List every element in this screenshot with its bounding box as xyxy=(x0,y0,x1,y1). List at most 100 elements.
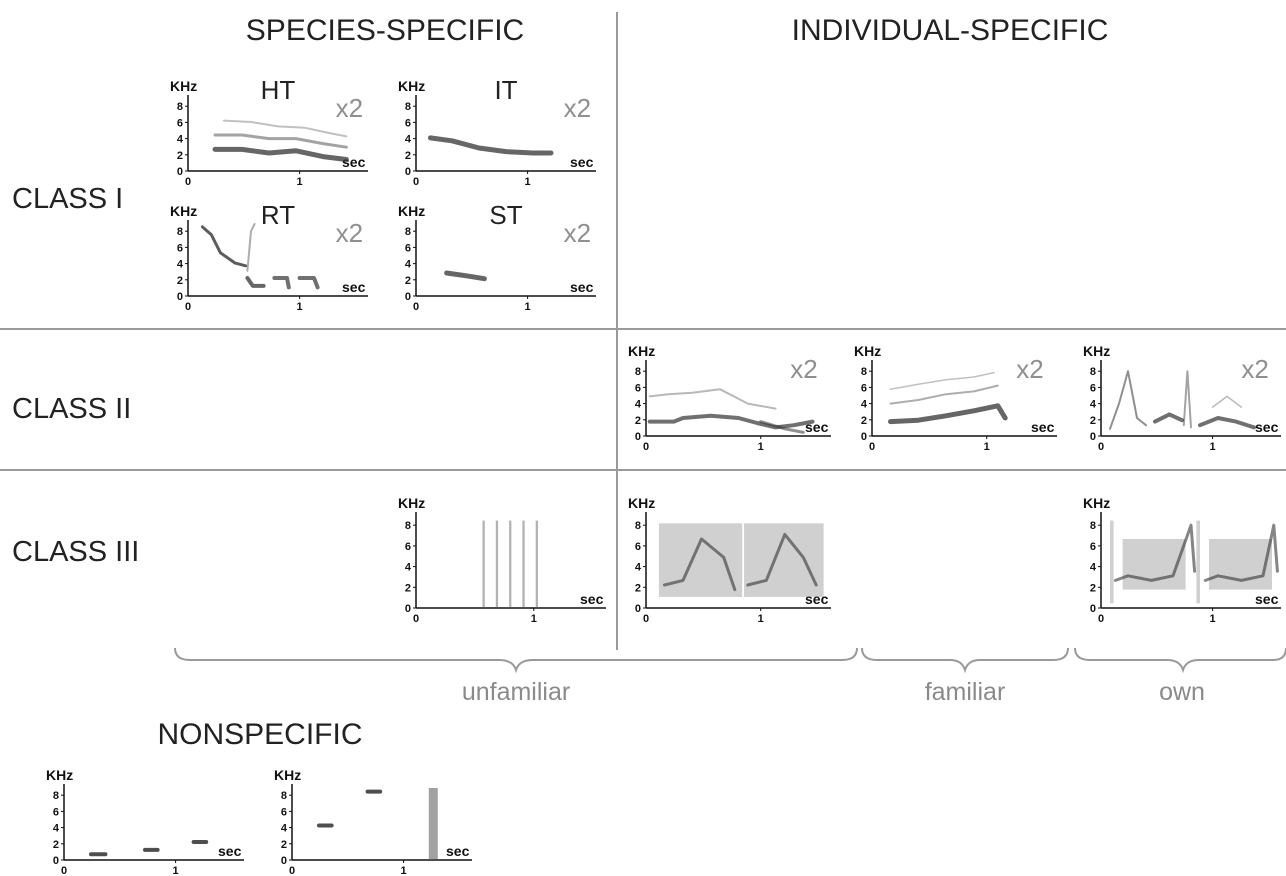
x-tick-label: 1 xyxy=(297,301,303,313)
noise-block xyxy=(1196,520,1200,604)
y-unit-label: KHz xyxy=(398,495,425,511)
x-tick-label: 0 xyxy=(185,301,191,313)
noise-block xyxy=(1110,520,1114,604)
header-individual-specific: INDIVIDUAL-SPECIFIC xyxy=(792,14,1109,47)
y-tick-label: 6 xyxy=(177,242,183,254)
y-tick-label: 4 xyxy=(405,259,412,271)
spectrogram-nonspecific-1: 8 6 4 2 00 1 KHz sec xyxy=(46,767,244,876)
y-tick-label: 2 xyxy=(177,150,183,162)
group-label-own: own xyxy=(1159,678,1205,706)
y-tick-label: 6 xyxy=(1090,541,1096,553)
y-tick-label: 6 xyxy=(281,806,287,818)
y-tick-label: 8 xyxy=(177,101,183,113)
x-tick-label: 0 xyxy=(869,441,875,453)
spectrogram-class1-ht: 8 6 4 2 00 1 KHz sec HT x2 xyxy=(170,75,368,188)
harmonic-trace xyxy=(246,223,256,272)
x-unit-label: sec xyxy=(570,279,594,295)
y-tick-label: 8 xyxy=(1090,520,1096,532)
multiplier-label: x2 xyxy=(564,218,591,248)
y-unit-label: KHz xyxy=(398,203,425,219)
y-tick-label: 0 xyxy=(281,855,287,867)
harmonic-trace xyxy=(213,133,348,149)
x-tick-label: 1 xyxy=(758,441,764,453)
multiplier-label: x2 xyxy=(336,218,363,248)
y-tick-label: 0 xyxy=(177,166,183,178)
x-unit-label: sec xyxy=(805,591,829,607)
spectrogram-class1-st: 8 6 4 2 00 1 KHz sec ST x2 xyxy=(398,200,596,313)
y-tick-label: 0 xyxy=(635,431,641,443)
harmonic-trace xyxy=(200,225,248,268)
y-tick-label: 0 xyxy=(635,603,641,615)
x-unit-label: sec xyxy=(342,279,366,295)
y-tick-label: 4 xyxy=(1090,562,1097,574)
x-tick-label: 1 xyxy=(1210,441,1216,453)
spectrogram-tag: ST xyxy=(489,200,522,230)
harmonic-trace xyxy=(223,119,348,138)
harmonic-trace xyxy=(1182,370,1192,429)
x-tick-label: 1 xyxy=(525,301,531,313)
spectrogram-nonspecific-2: 8 6 4 2 00 1 KHz sec xyxy=(274,767,472,876)
x-tick-label: 0 xyxy=(413,613,419,625)
x-unit-label: sec xyxy=(342,154,366,170)
x-tick-label: 1 xyxy=(1210,613,1216,625)
multiplier-label: x2 xyxy=(564,93,591,123)
y-tick-label: 0 xyxy=(861,431,867,443)
y-tick-label: 8 xyxy=(405,101,411,113)
x-tick-label: 0 xyxy=(1098,613,1104,625)
harmonic-trace xyxy=(1153,412,1184,424)
harmonic-trace xyxy=(272,276,291,290)
header-species-specific: SPECIES-SPECIFIC xyxy=(246,14,524,47)
y-tick-label: 4 xyxy=(635,562,642,574)
y-unit-label: KHz xyxy=(854,343,881,359)
x-tick-label: 0 xyxy=(61,865,67,876)
harmonic-trace xyxy=(245,276,266,288)
x-tick-label: 0 xyxy=(185,176,191,188)
y-tick-label: 8 xyxy=(281,790,287,802)
x-tick-label: 0 xyxy=(1098,441,1104,453)
spectrogram-class2-own: 8 6 4 2 00 1 KHz sec x2 xyxy=(1083,343,1281,453)
grid-lines xyxy=(0,12,1286,650)
x-unit-label: sec xyxy=(1255,591,1279,607)
noise-block xyxy=(428,788,438,860)
y-tick-label: 4 xyxy=(861,399,868,411)
noise-block xyxy=(535,520,538,608)
spectrogram-tag: IT xyxy=(494,75,517,105)
harmonic-trace xyxy=(212,146,349,162)
y-unit-label: KHz xyxy=(274,767,301,783)
noise-block xyxy=(509,520,512,608)
brace-unfamiliar xyxy=(174,647,858,674)
y-tick-label: 8 xyxy=(635,366,641,378)
harmonic-trace xyxy=(427,135,554,156)
multiplier-label: x2 xyxy=(790,354,817,384)
spectrogram-tag: HT xyxy=(261,75,296,105)
harmonic-trace xyxy=(1113,523,1197,582)
y-tick-label: 2 xyxy=(861,415,867,427)
brace-own xyxy=(1074,647,1286,674)
noise-block xyxy=(495,520,499,608)
multiplier-label: x2 xyxy=(1241,354,1268,384)
multiplier-label: x2 xyxy=(336,93,363,123)
y-tick-label: 0 xyxy=(1090,603,1096,615)
y-unit-label: KHz xyxy=(170,203,197,219)
harmonic-trace xyxy=(1109,370,1147,430)
y-tick-label: 8 xyxy=(861,366,867,378)
y-tick-label: 2 xyxy=(405,150,411,162)
y-tick-label: 0 xyxy=(405,166,411,178)
x-tick-label: 0 xyxy=(643,441,649,453)
x-unit-label: sec xyxy=(446,843,470,859)
class-label-1: CLASS I xyxy=(12,183,123,215)
y-tick-label: 2 xyxy=(635,415,641,427)
harmonic-trace xyxy=(1211,395,1243,408)
group-label-unfamiliar: unfamiliar xyxy=(462,678,570,706)
y-unit-label: KHz xyxy=(398,78,425,94)
harmonic-trace xyxy=(1198,416,1256,430)
y-tick-label: 2 xyxy=(53,839,59,851)
spectrogram-class3-own: 8 6 4 2 00 1 KHz sec xyxy=(1083,495,1281,625)
harmonic-trace xyxy=(663,537,737,592)
y-tick-label: 4 xyxy=(635,399,642,411)
x-tick-label: 1 xyxy=(173,865,179,876)
x-tick-label: 1 xyxy=(525,176,531,188)
y-tick-label: 4 xyxy=(177,259,184,271)
harmonic-trace xyxy=(444,270,487,282)
